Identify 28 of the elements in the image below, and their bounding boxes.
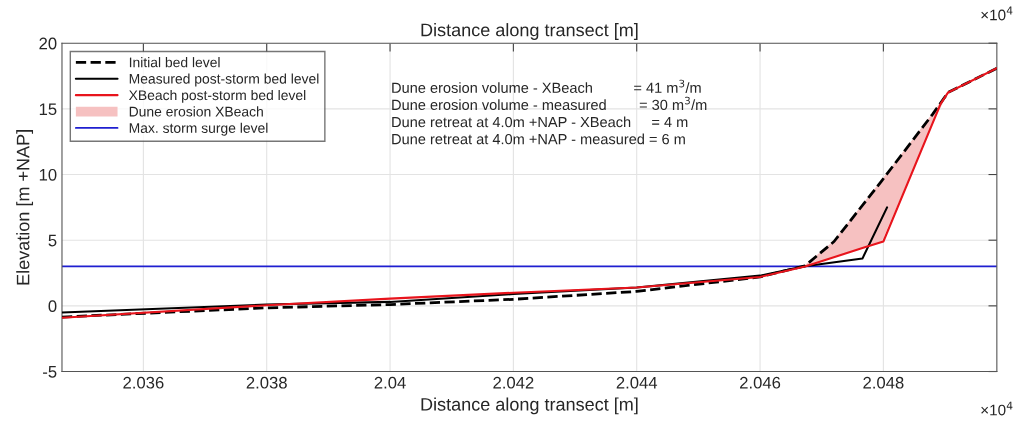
y-tick-label: 20 xyxy=(39,37,57,50)
x-tick-label: 2.046 xyxy=(740,376,781,389)
x-tick-label: 2.048 xyxy=(863,376,904,389)
annotation: Dune retreat at 4.0m +NAP - XBeach = 4 m xyxy=(392,116,688,128)
legend-label: Measured post-storm bed level xyxy=(129,73,319,87)
x-axis-title: Distance along transect [m] xyxy=(421,397,638,415)
legend-label: Initial bed level xyxy=(129,57,220,68)
x-tick-label: 2.042 xyxy=(493,376,534,389)
y-tick-label: 15 xyxy=(39,103,57,116)
y-axis-title: Elevation [m +NAP] xyxy=(16,130,34,285)
x-tick-label: 2.036 xyxy=(123,376,164,389)
x-tick-label: 2.04 xyxy=(374,376,406,389)
y-tick-label: 10 xyxy=(39,168,57,181)
x2-axis-title: Distance along transect [m] xyxy=(421,23,638,40)
y-tick-label: 0 xyxy=(48,300,57,313)
text: ×10$^{4}$ xyxy=(981,6,1013,21)
annotation: Dune erosion volume - XBeach = 41 m$^{3}$/m xyxy=(392,79,701,93)
y-tick-label: 5 xyxy=(48,234,57,247)
legend-label: Dune erosion XBeach xyxy=(129,106,263,117)
annotation: Dune erosion volume - measured = 30 m$^{3}$/m xyxy=(392,96,707,111)
x-tick-label: 2.044 xyxy=(616,376,658,389)
legend-label: Max. storm surge level xyxy=(129,122,268,136)
y-tick-label: -5 xyxy=(43,366,57,378)
annotation: Dune retreat at 4.0m +NAP - measured = 6 m xyxy=(392,133,685,145)
line-series xyxy=(61,66,997,319)
x-tick-label: 2.038 xyxy=(246,376,287,389)
legend-label: XBeach post-storm bed level xyxy=(128,89,306,103)
text: ×10$^{4}$ xyxy=(981,401,1013,416)
